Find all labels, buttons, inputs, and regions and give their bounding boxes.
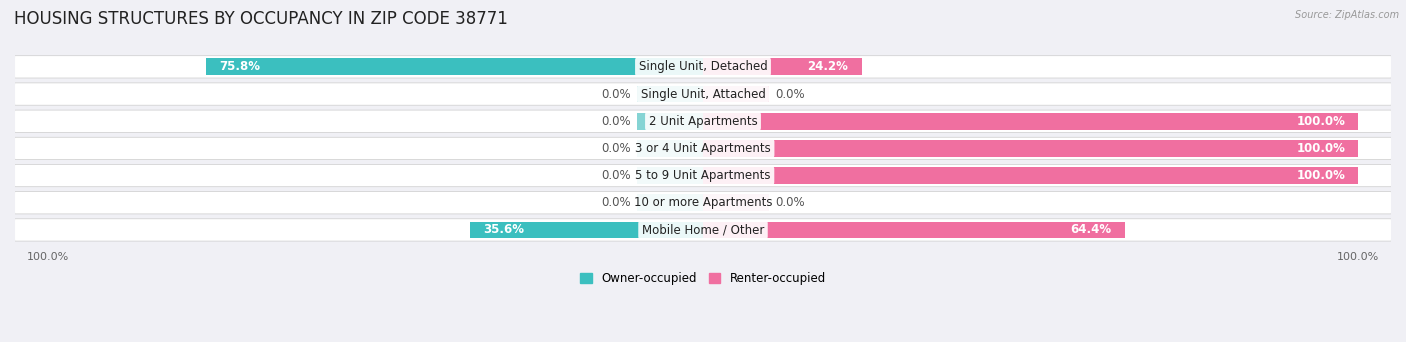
Text: 3 or 4 Unit Apartments: 3 or 4 Unit Apartments [636,142,770,155]
Text: 35.6%: 35.6% [482,223,524,236]
Text: 0.0%: 0.0% [602,88,631,101]
Bar [470,222,703,238]
Legend: Owner-occupied, Renter-occupied: Owner-occupied, Renter-occupied [579,272,827,285]
Text: HOUSING STRUCTURES BY OCCUPANCY IN ZIP CODE 38771: HOUSING STRUCTURES BY OCCUPANCY IN ZIP C… [14,10,508,28]
Text: Single Unit, Detached: Single Unit, Detached [638,61,768,74]
Bar [703,140,1358,157]
Text: 64.4%: 64.4% [1071,223,1112,236]
Text: 24.2%: 24.2% [807,61,848,74]
Text: 100.0%: 100.0% [1296,142,1346,155]
Text: 0.0%: 0.0% [602,196,631,209]
Text: Mobile Home / Other: Mobile Home / Other [641,223,765,236]
Bar [703,58,862,75]
Text: 100.0%: 100.0% [1296,169,1346,182]
Text: 0.0%: 0.0% [602,115,631,128]
FancyBboxPatch shape [14,165,1392,187]
Text: 0.0%: 0.0% [602,169,631,182]
Bar [637,113,703,130]
Bar [637,140,703,157]
Text: 0.0%: 0.0% [602,142,631,155]
FancyBboxPatch shape [14,219,1392,241]
FancyBboxPatch shape [14,83,1392,105]
FancyBboxPatch shape [14,137,1392,160]
FancyBboxPatch shape [14,192,1392,214]
Text: 2 Unit Apartments: 2 Unit Apartments [648,115,758,128]
Bar [637,194,703,211]
Bar [703,113,1358,130]
Bar [637,86,703,103]
Text: 5 to 9 Unit Apartments: 5 to 9 Unit Apartments [636,169,770,182]
Bar [703,167,1358,184]
Text: 10 or more Apartments: 10 or more Apartments [634,196,772,209]
Text: Source: ZipAtlas.com: Source: ZipAtlas.com [1295,10,1399,20]
Text: 0.0%: 0.0% [775,88,804,101]
Text: 75.8%: 75.8% [219,61,260,74]
Text: 0.0%: 0.0% [775,196,804,209]
Bar [703,194,769,211]
Bar [207,58,703,75]
FancyBboxPatch shape [14,56,1392,78]
Bar [703,222,1125,238]
Text: 100.0%: 100.0% [1296,115,1346,128]
Text: Single Unit, Attached: Single Unit, Attached [641,88,765,101]
Bar [703,86,769,103]
Bar [637,167,703,184]
FancyBboxPatch shape [14,110,1392,132]
